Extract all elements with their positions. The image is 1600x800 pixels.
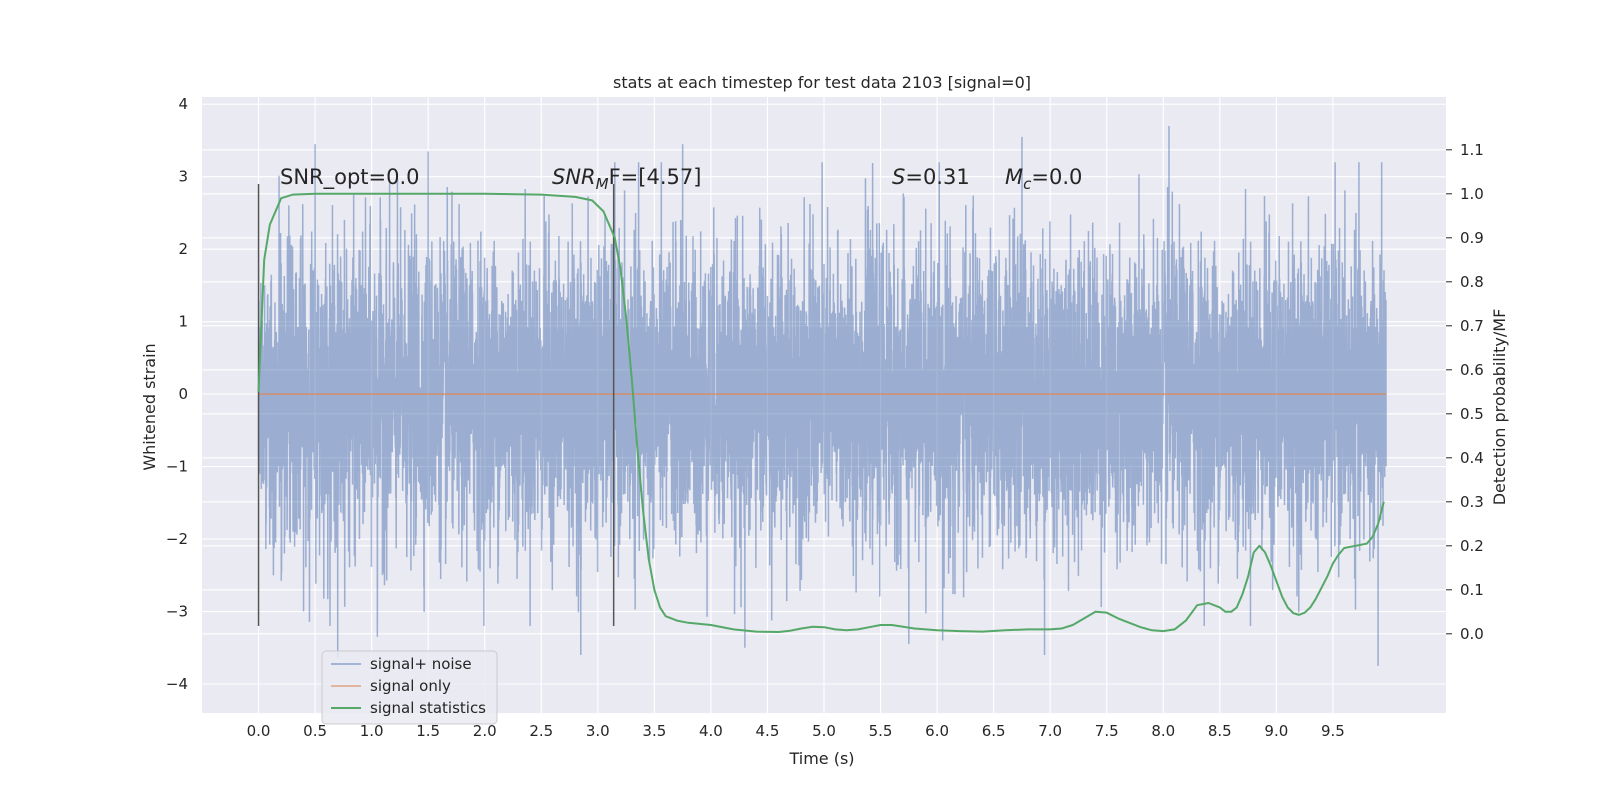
y2-tick-label: 0.2 bbox=[1460, 537, 1484, 555]
y-tick-label: 0 bbox=[178, 385, 188, 403]
annotation-snr-opt: SNR_opt=0.0 bbox=[280, 165, 420, 190]
x-tick-label: 8.5 bbox=[1208, 722, 1232, 740]
y-tick-label: −3 bbox=[166, 603, 188, 621]
x-tick-label: 5.5 bbox=[869, 722, 893, 740]
y2-tick-label: 0.5 bbox=[1460, 405, 1484, 423]
vertical-markers bbox=[257, 183, 615, 627]
y-tick-label: 4 bbox=[178, 95, 188, 113]
series-line-signal-statistics bbox=[257, 192, 1385, 634]
annotation-snr-mf: SNRMF=[4.57] bbox=[552, 165, 701, 193]
x-tick-label: 3.0 bbox=[586, 722, 610, 740]
y2-tick-label: 0.8 bbox=[1460, 273, 1484, 291]
y-tick-label: −1 bbox=[166, 458, 188, 476]
legend-label-signal-statistics: signal statistics bbox=[370, 699, 486, 717]
y2-tick-label: 1.0 bbox=[1460, 185, 1484, 203]
y2-tick-label: 0.9 bbox=[1460, 229, 1484, 247]
series-line-signal-noise bbox=[257, 125, 1387, 666]
legend-box bbox=[321, 650, 498, 725]
y-tick-label: 2 bbox=[178, 240, 188, 258]
x-tick-label: 6.0 bbox=[925, 722, 949, 740]
y2-tick-label: 0.6 bbox=[1460, 361, 1484, 379]
annotation-mc: Mc=0.0 bbox=[1005, 165, 1082, 193]
y2-axis-label: Detection probability/MF bbox=[1490, 309, 1509, 506]
x-tick-label: 6.5 bbox=[982, 722, 1006, 740]
x-tick-label: 1.5 bbox=[416, 722, 440, 740]
x-axis-ticks: 0.0 0.5 1.0 1.5 2.0 2.5 3.0 3.5 4.0 4.5 5.0 5.5 6.0 6… bbox=[247, 722, 1345, 740]
x-tick-label: 2.5 bbox=[529, 722, 553, 740]
x-tick-label: 3.5 bbox=[642, 722, 666, 740]
chart-title: stats at each timestep for test data 210… bbox=[613, 73, 1031, 92]
x-tick-label: 5.0 bbox=[812, 722, 836, 740]
legend-label-signal-noise: signal+ noise bbox=[370, 655, 472, 673]
annotations: SNR_opt=0.0 SNRMF=[4.57] S=0.31 Mc=0.0 bbox=[280, 165, 1082, 193]
x-tick-label: 7.0 bbox=[1038, 722, 1062, 740]
y2-tick-label: 0.7 bbox=[1460, 317, 1484, 335]
x-tick-label: 7.5 bbox=[1095, 722, 1119, 740]
x-tick-label: 9.0 bbox=[1264, 722, 1288, 740]
y-axis-ticks: 4 3 2 1 0 −1 −2 −3 −4 bbox=[166, 95, 188, 693]
x-tick-label: 9.5 bbox=[1321, 722, 1345, 740]
x-tick-label: 0.0 bbox=[247, 722, 271, 740]
y-tick-label: −4 bbox=[166, 675, 188, 693]
y-tick-label: −2 bbox=[166, 530, 188, 548]
x-tick-label: 4.0 bbox=[699, 722, 723, 740]
x-tick-label: 1.0 bbox=[360, 722, 384, 740]
y2-tick-label: 0.1 bbox=[1460, 581, 1484, 599]
annotation-s: S=0.31 bbox=[892, 165, 970, 189]
y-tick-label: 1 bbox=[178, 313, 188, 331]
y2-axis-ticks: 1.1 1.0 0.9 0.8 0.7 0.6 0.5 0.4 0.3 0.2 0.1 0.0 bbox=[1446, 141, 1484, 643]
legend-label-signal-only: signal only bbox=[370, 677, 451, 695]
x-axis-label: Time (s) bbox=[788, 749, 854, 768]
x-tick-label: 4.5 bbox=[756, 722, 780, 740]
y-axis-label: Whitened strain bbox=[140, 343, 159, 470]
y2-tick-label: 0.0 bbox=[1460, 625, 1484, 643]
legend: signal+ noise signal only signal statist… bbox=[321, 650, 498, 725]
y2-tick-label: 0.4 bbox=[1460, 449, 1484, 467]
x-tick-label: 0.5 bbox=[303, 722, 327, 740]
y2-tick-label: 1.1 bbox=[1460, 141, 1484, 159]
x-tick-label: 8.0 bbox=[1151, 722, 1175, 740]
y2-tick-label: 0.3 bbox=[1460, 493, 1484, 511]
x-tick-label: 2.0 bbox=[473, 722, 497, 740]
y-tick-label: 3 bbox=[178, 168, 188, 186]
